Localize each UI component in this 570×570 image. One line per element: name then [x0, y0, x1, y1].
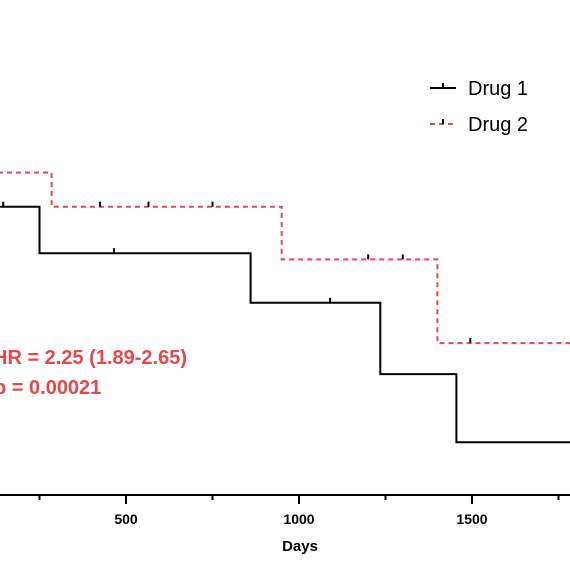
x-tick-label: 500: [114, 511, 138, 527]
x-axis-label: Days: [282, 538, 318, 555]
series-line-1: [0, 205, 570, 444]
legend-label-drug-1: Drug 1: [468, 78, 528, 100]
legend-item-drug-2: Drug 2: [430, 114, 528, 136]
hazard-ratio-annotation: HR = 2.25 (1.89-2.65): [0, 347, 187, 369]
legend-item-drug-1: Drug 1: [430, 78, 528, 100]
x-tick-label: 1000: [283, 511, 314, 527]
legend-label-drug-2: Drug 2: [468, 114, 528, 136]
p-value-annotation: p = 0.00021: [0, 377, 101, 399]
x-tick-label: 1500: [456, 511, 487, 527]
x-axis-ticks: 500 1000 1500: [38, 495, 560, 527]
legend: Drug 1 Drug 2: [430, 78, 528, 136]
plot-area: [0, 171, 570, 444]
series-line-2: [0, 171, 570, 345]
